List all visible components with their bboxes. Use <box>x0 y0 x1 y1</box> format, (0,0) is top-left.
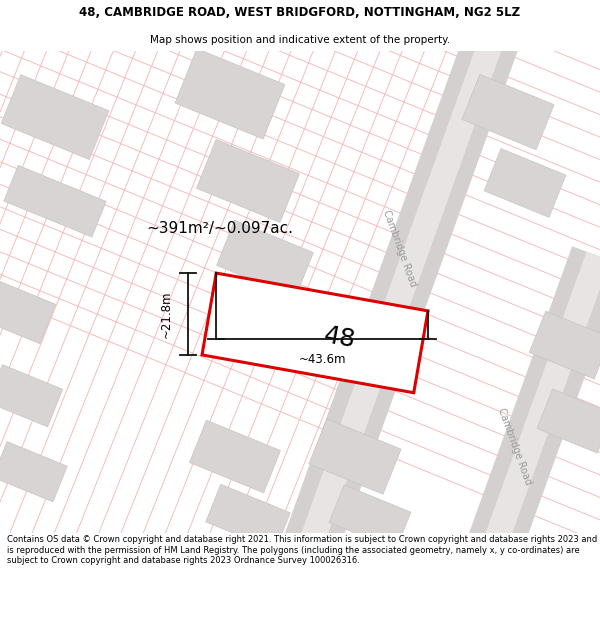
Polygon shape <box>329 485 411 550</box>
Polygon shape <box>0 281 56 344</box>
Text: ~21.8m: ~21.8m <box>160 290 173 338</box>
Polygon shape <box>435 246 600 625</box>
Polygon shape <box>462 74 554 150</box>
Text: Contains OS data © Crown copyright and database right 2021. This information is : Contains OS data © Crown copyright and d… <box>7 535 598 565</box>
Polygon shape <box>537 389 600 453</box>
Text: 48, CAMBRIDGE ROAD, WEST BRIDGFORD, NOTTINGHAM, NG2 5LZ: 48, CAMBRIDGE ROAD, WEST BRIDGFORD, NOTT… <box>79 6 521 19</box>
Polygon shape <box>0 441 67 502</box>
Polygon shape <box>202 273 428 392</box>
Text: ~43.6m: ~43.6m <box>298 353 346 366</box>
Polygon shape <box>484 149 566 218</box>
Text: Map shows position and indicative extent of the property.: Map shows position and indicative extent… <box>150 35 450 45</box>
Polygon shape <box>529 311 600 379</box>
Polygon shape <box>309 419 401 494</box>
Polygon shape <box>206 484 290 551</box>
Text: 48: 48 <box>322 323 358 352</box>
Polygon shape <box>4 166 106 237</box>
Polygon shape <box>190 420 281 493</box>
Polygon shape <box>269 0 561 597</box>
Polygon shape <box>1 74 109 159</box>
Polygon shape <box>450 252 600 625</box>
Text: Cambridge Road: Cambridge Road <box>382 209 419 289</box>
Text: Cambridge Road: Cambridge Road <box>496 406 533 486</box>
Text: ~391m²/~0.097ac.: ~391m²/~0.097ac. <box>146 221 293 236</box>
Polygon shape <box>197 139 299 222</box>
Polygon shape <box>217 220 313 298</box>
Polygon shape <box>283 0 547 591</box>
Polygon shape <box>175 49 285 139</box>
Polygon shape <box>0 364 62 427</box>
